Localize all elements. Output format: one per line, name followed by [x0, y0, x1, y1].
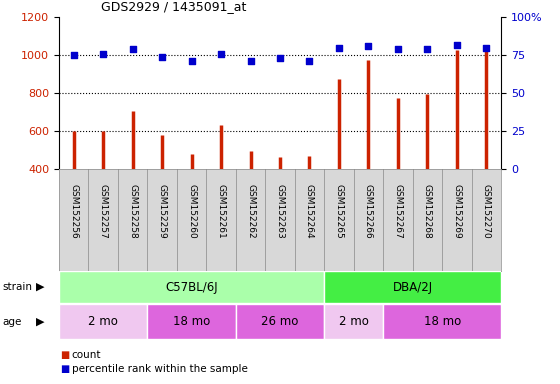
Bar: [59, 304, 147, 339]
Text: GSM152264: GSM152264: [305, 184, 314, 239]
Text: GSM152268: GSM152268: [423, 184, 432, 239]
Text: 18 mo: 18 mo: [423, 315, 461, 328]
Text: GSM152269: GSM152269: [452, 184, 461, 239]
Point: [305, 58, 314, 65]
Text: 2 mo: 2 mo: [88, 315, 118, 328]
Text: GSM152262: GSM152262: [246, 184, 255, 239]
Bar: [236, 304, 324, 339]
Text: percentile rank within the sample: percentile rank within the sample: [72, 364, 248, 374]
Text: ■: ■: [60, 364, 70, 374]
Point: [217, 51, 226, 57]
Text: GSM152267: GSM152267: [394, 184, 403, 239]
Bar: [324, 271, 501, 303]
Text: ▶: ▶: [36, 316, 45, 327]
Point: [246, 58, 255, 65]
Text: GSM152263: GSM152263: [276, 184, 284, 239]
Point: [334, 45, 343, 51]
Text: GSM152261: GSM152261: [217, 184, 226, 239]
Text: GSM152265: GSM152265: [334, 184, 343, 239]
Point: [452, 41, 461, 48]
Text: GSM152260: GSM152260: [187, 184, 196, 239]
Bar: [147, 304, 236, 339]
Text: count: count: [72, 350, 101, 360]
Text: GSM152270: GSM152270: [482, 184, 491, 239]
Text: GSM152256: GSM152256: [69, 184, 78, 239]
Point: [128, 46, 137, 52]
Point: [423, 46, 432, 52]
Point: [276, 55, 284, 61]
Text: GSM152258: GSM152258: [128, 184, 137, 239]
Text: 26 mo: 26 mo: [262, 315, 298, 328]
Point: [394, 46, 403, 52]
Point: [69, 52, 78, 58]
Text: ▶: ▶: [36, 282, 45, 292]
Point: [364, 43, 373, 49]
Point: [187, 58, 196, 65]
Point: [157, 54, 166, 60]
Text: GSM152257: GSM152257: [99, 184, 108, 239]
Bar: [324, 304, 383, 339]
Text: strain: strain: [3, 282, 33, 292]
Point: [482, 45, 491, 51]
Bar: [383, 304, 501, 339]
Text: GSM152266: GSM152266: [364, 184, 373, 239]
Text: 18 mo: 18 mo: [173, 315, 210, 328]
Text: DBA/2J: DBA/2J: [393, 281, 433, 293]
Text: GSM152259: GSM152259: [157, 184, 166, 239]
Text: age: age: [3, 316, 22, 327]
Text: 2 mo: 2 mo: [339, 315, 368, 328]
Text: GDS2929 / 1435091_at: GDS2929 / 1435091_at: [101, 0, 246, 13]
Text: C57BL/6J: C57BL/6J: [165, 281, 218, 293]
Text: ■: ■: [60, 350, 70, 360]
Bar: [59, 271, 324, 303]
Point: [99, 51, 108, 57]
